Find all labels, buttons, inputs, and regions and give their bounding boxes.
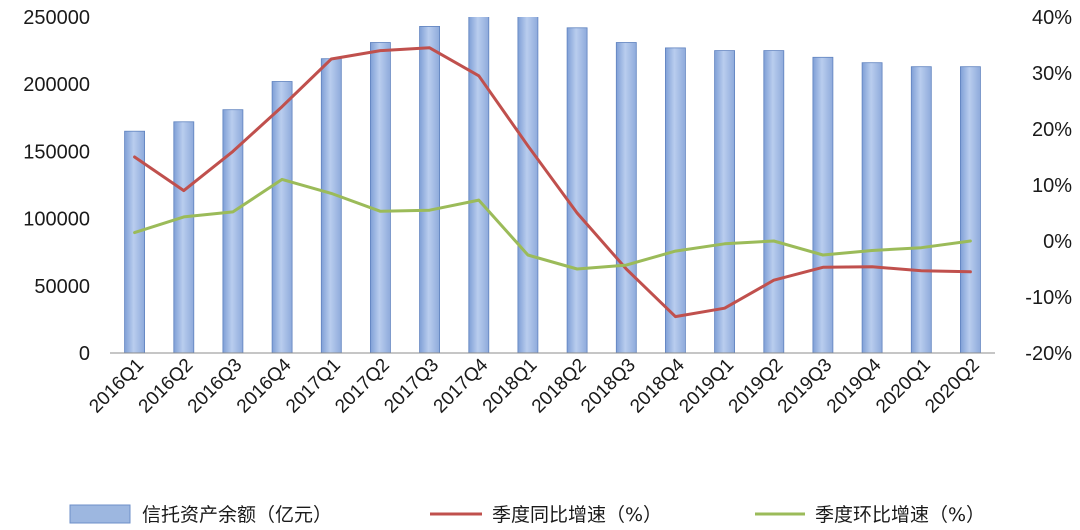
y-left-tick-label: 0 — [79, 343, 90, 365]
legend-label-bar: 信托资产余额（亿元） — [142, 504, 332, 526]
point-qoq-2016Q4 — [280, 178, 284, 181]
point-yoy-2017Q3 — [428, 46, 431, 49]
legend-label-qoq: 季度环比增速（%） — [815, 504, 985, 526]
point-yoy-2017Q1 — [330, 57, 333, 61]
y-left-tick-label: 150000 — [23, 141, 90, 163]
bar-2016Q3 — [222, 109, 244, 353]
y-right-tick-label: 20% — [1032, 119, 1072, 141]
point-qoq-2019Q2 — [772, 239, 775, 243]
point-qoq-2020Q1 — [920, 246, 923, 249]
bar-2018Q2 — [566, 27, 588, 353]
point-qoq-2016Q3 — [231, 210, 235, 214]
y-right-tick-label: -10% — [1025, 287, 1072, 309]
y-left-tick-label: 200000 — [23, 74, 90, 96]
bar-2019Q3 — [812, 56, 834, 353]
point-qoq-2016Q2 — [182, 215, 185, 219]
point-yoy-2016Q1 — [133, 155, 136, 159]
point-qoq-2018Q1 — [526, 253, 530, 257]
bar-2018Q1 — [517, 17, 539, 353]
y-left-tick-label: 250000 — [23, 7, 90, 29]
line-series-group — [133, 46, 972, 319]
point-yoy-2016Q4 — [280, 105, 284, 108]
y-right-tick-label: 30% — [1032, 63, 1072, 85]
point-yoy-2019Q1 — [723, 307, 726, 310]
x-tick-label: 2020Q2 — [921, 355, 984, 418]
point-qoq-2020Q2 — [969, 239, 972, 243]
y-right-tick-label: -20% — [1025, 343, 1072, 365]
y-right-tick-label: 10% — [1032, 175, 1072, 197]
bar-2020Q2 — [960, 66, 981, 353]
point-qoq-2018Q4 — [674, 249, 677, 253]
point-yoy-2019Q2 — [772, 279, 775, 282]
legend: 信托资产余额（亿元） 季度同比增速（%） 季度环比增速（%） — [69, 504, 985, 526]
point-qoq-2017Q3 — [428, 209, 431, 212]
point-yoy-2020Q2 — [969, 270, 972, 273]
legend-swatch-bar — [69, 504, 131, 524]
bar-2016Q4 — [271, 81, 293, 353]
point-qoq-2019Q1 — [723, 242, 726, 245]
bar-2017Q2 — [369, 42, 391, 353]
y-left-tick-label: 100000 — [23, 209, 90, 231]
point-qoq-2019Q4 — [870, 249, 874, 252]
legend-label-yoy: 季度同比增速（%） — [492, 504, 662, 526]
point-yoy-2017Q4 — [477, 74, 480, 78]
bar-2019Q2 — [763, 50, 785, 353]
point-qoq-2018Q3 — [625, 263, 628, 267]
bar-2017Q3 — [419, 25, 441, 353]
point-qoq-2017Q4 — [477, 198, 480, 202]
point-qoq-2016Q1 — [133, 231, 136, 234]
bar-2018Q3 — [615, 42, 637, 353]
point-yoy-2020Q1 — [920, 269, 923, 272]
y-right-tick-label: 0% — [1043, 231, 1072, 253]
bar-2018Q4 — [665, 47, 686, 353]
bar-2016Q2 — [173, 121, 195, 353]
y-right-tick-label: 40% — [1032, 7, 1072, 29]
point-qoq-2018Q2 — [575, 267, 579, 271]
y-left-tick-label: 50000 — [34, 276, 90, 298]
bar-2016Q1 — [124, 130, 145, 353]
point-yoy-2017Q2 — [379, 49, 382, 52]
bar-2017Q4 — [468, 17, 490, 353]
point-qoq-2017Q1 — [330, 192, 333, 195]
point-yoy-2018Q3 — [625, 267, 628, 271]
point-qoq-2019Q3 — [821, 253, 825, 257]
point-yoy-2018Q4 — [674, 315, 677, 318]
point-yoy-2019Q4 — [870, 265, 874, 268]
bar-2017Q1 — [320, 58, 342, 353]
point-yoy-2019Q3 — [821, 266, 825, 269]
point-qoq-2017Q2 — [379, 210, 382, 213]
bar-series — [124, 17, 981, 353]
point-yoy-2018Q2 — [575, 211, 579, 215]
bar-2020Q1 — [910, 66, 932, 353]
line-qoq-growth — [133, 177, 972, 271]
line-yoy-growth — [133, 46, 972, 319]
point-yoy-2016Q3 — [231, 150, 235, 153]
bar-2019Q4 — [861, 62, 883, 353]
point-yoy-2016Q2 — [182, 189, 185, 192]
point-yoy-2018Q1 — [526, 144, 530, 147]
